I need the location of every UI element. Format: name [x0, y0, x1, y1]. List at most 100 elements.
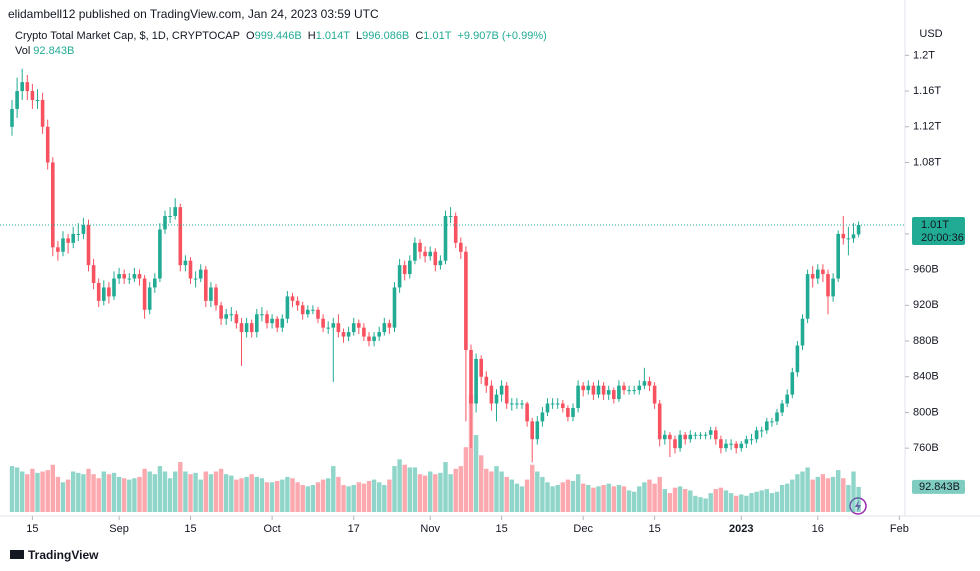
candle-body — [300, 305, 305, 315]
x-tick-label: Nov — [420, 523, 440, 535]
candle-body — [234, 314, 239, 324]
candle-body — [469, 349, 473, 404]
volume-bar — [122, 478, 127, 512]
candle-body — [265, 314, 269, 324]
candle-body — [285, 296, 290, 319]
candle-body — [576, 385, 580, 408]
volume-bar — [540, 476, 545, 512]
candle-body — [780, 403, 784, 413]
volume-bar — [65, 479, 71, 512]
candle-body — [255, 314, 259, 333]
volume-bar — [774, 491, 780, 512]
candle-body — [637, 385, 642, 391]
candle-body — [586, 385, 591, 391]
candle-body — [260, 314, 264, 316]
volume-bar — [785, 483, 790, 512]
volume-bar — [346, 486, 351, 512]
candle-body — [290, 296, 295, 301]
volume-bar — [693, 495, 698, 512]
candle-body — [239, 323, 244, 333]
candle-body — [86, 224, 91, 266]
volume-bar — [713, 489, 718, 512]
volume-bar — [81, 474, 86, 512]
volume-bar — [734, 495, 739, 512]
volume-bar — [224, 474, 229, 512]
candle-body — [530, 421, 534, 440]
candle-body — [224, 314, 228, 319]
volume-bar — [448, 474, 453, 512]
volume-bar — [795, 474, 800, 512]
candle-body — [188, 260, 193, 279]
y-tick-label: 960B — [913, 264, 939, 276]
candle-body — [851, 234, 856, 239]
volume-bar — [387, 479, 392, 512]
symbol: Crypto Total Market Cap, $, 1D, CRYPTOCA… — [15, 30, 240, 42]
volume-bar — [213, 471, 219, 512]
y-tick-label: 1.2T — [913, 49, 935, 61]
candle-body — [423, 251, 427, 257]
volume-bar — [642, 482, 647, 512]
candle-body — [673, 439, 677, 449]
volume-bar — [203, 471, 208, 512]
volume-bar — [509, 479, 514, 512]
volume-bar — [489, 471, 494, 512]
volume-bar — [417, 474, 423, 512]
y-tick-label: 1.16T — [913, 85, 941, 97]
candle-body — [759, 430, 764, 432]
candle-body — [448, 216, 453, 218]
volume-bar — [820, 474, 826, 512]
candle-body — [132, 274, 137, 279]
candle-body — [627, 390, 631, 392]
volume-bar — [315, 482, 321, 512]
volume-bar — [25, 474, 30, 512]
candle-body — [198, 269, 203, 279]
candle-body — [107, 287, 111, 297]
candle-body — [311, 309, 315, 311]
volume-bar — [657, 476, 662, 512]
volume-bar — [20, 471, 25, 512]
volume-bar — [779, 485, 785, 512]
candle-body — [270, 318, 274, 324]
candle-body — [397, 265, 402, 288]
volume-bar — [754, 491, 759, 512]
x-tick-label: 2023 — [729, 523, 753, 535]
volume-bar — [698, 497, 703, 512]
candle-body — [183, 260, 188, 266]
y-tick-label: 1.12T — [913, 121, 941, 133]
volume-bar — [167, 478, 173, 512]
candle-body — [76, 233, 81, 235]
volume-bar — [30, 468, 35, 512]
candle-body — [555, 403, 560, 405]
candle-body — [20, 82, 24, 92]
candle-body — [316, 309, 320, 319]
volume-bar — [591, 487, 596, 512]
volume-bar — [254, 476, 259, 512]
candle-body — [96, 282, 101, 301]
volume-bar — [116, 476, 122, 512]
candle-body — [362, 327, 366, 337]
candle-body — [163, 216, 167, 230]
candle-body — [632, 390, 636, 392]
volume-bar — [275, 480, 280, 512]
candle-body — [438, 260, 443, 266]
volume-bar — [825, 478, 831, 512]
volume-bar — [524, 479, 530, 512]
candle-body — [805, 274, 810, 319]
candle-body — [510, 403, 514, 405]
volume-bar — [326, 478, 331, 512]
candle-body — [657, 403, 662, 440]
volume-bar — [499, 471, 504, 512]
volume-bar — [244, 476, 249, 512]
volume-bar — [229, 475, 234, 512]
volume-bar — [101, 471, 106, 512]
volume-bar — [836, 470, 841, 512]
candle-body — [754, 430, 759, 440]
volume-bar — [9, 466, 15, 512]
volume-bar — [443, 462, 448, 512]
candle-body — [214, 287, 218, 306]
volume-bar — [846, 485, 851, 512]
candle-body — [719, 439, 723, 449]
x-tick-label: 15 — [648, 523, 660, 535]
candle-body — [244, 323, 249, 333]
volume-bar — [463, 447, 469, 512]
